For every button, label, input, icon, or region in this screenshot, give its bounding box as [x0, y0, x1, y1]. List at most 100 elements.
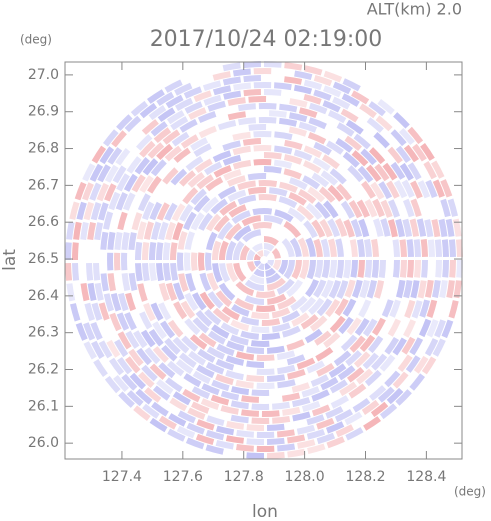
echo-cell	[441, 319, 454, 339]
echo-cell	[215, 290, 233, 308]
echo-cell	[232, 68, 251, 77]
echo-cell	[128, 272, 138, 291]
echo-cell	[247, 261, 257, 272]
echo-cell	[305, 237, 316, 257]
echo-cell	[293, 149, 313, 162]
echo-cell	[243, 89, 261, 97]
echo-cell	[93, 263, 101, 281]
echo-cell	[287, 207, 306, 223]
echo-cell	[277, 429, 295, 438]
echo-cell	[213, 165, 232, 178]
echo-cell	[346, 317, 362, 336]
echo-cell	[206, 272, 219, 292]
echo-cell	[205, 444, 224, 455]
echo-cell	[342, 151, 360, 168]
echo-cell	[420, 143, 435, 161]
echo-cell	[314, 330, 332, 346]
echo-cell	[283, 154, 303, 165]
echo-cell	[416, 218, 427, 237]
echo-cell	[225, 355, 245, 366]
echo-cell	[349, 239, 358, 257]
echo-cell	[409, 218, 420, 237]
echo-cell	[222, 62, 241, 72]
echo-cell	[446, 280, 455, 299]
echo-cell	[66, 221, 75, 240]
echo-cell	[294, 70, 313, 80]
echo-cell	[417, 180, 431, 199]
echo-cell	[353, 351, 371, 368]
echo-cell	[98, 302, 110, 321]
echo-cell	[83, 322, 96, 341]
echo-cell	[175, 97, 194, 111]
echo-cell	[369, 385, 387, 401]
echo-cell	[83, 341, 97, 360]
echo-cell	[267, 437, 285, 445]
echo-cell	[237, 103, 256, 112]
echo-cell	[217, 221, 233, 240]
echo-cell	[382, 162, 398, 181]
echo-cell	[426, 299, 438, 318]
echo-cell	[178, 273, 189, 292]
echo-cell	[222, 76, 241, 86]
echo-cell	[413, 355, 429, 374]
echo-cell	[170, 263, 179, 281]
echo-cell	[121, 273, 131, 292]
echo-cell	[292, 397, 311, 408]
echo-cell	[227, 189, 247, 202]
echo-cell	[202, 80, 222, 91]
echo-cell	[91, 145, 107, 164]
echo-cell	[236, 429, 254, 438]
echo-cell	[118, 292, 129, 312]
echo-cell	[211, 324, 230, 339]
echo-cell	[442, 260, 450, 278]
echo-cell	[296, 204, 314, 221]
echo-cell	[153, 127, 172, 143]
echo-cell	[267, 374, 286, 382]
echo-cell	[276, 350, 296, 361]
echo-cell	[142, 403, 160, 419]
echo-cell	[334, 298, 349, 317]
echo-cell	[282, 325, 301, 338]
echo-cell	[256, 431, 275, 439]
echo-cell	[253, 67, 272, 75]
y-tick-label: 27.0	[28, 67, 59, 83]
echo-cell	[128, 348, 144, 367]
echo-cell	[371, 238, 379, 257]
echo-cell	[206, 346, 225, 360]
echo-cell	[125, 292, 136, 312]
echo-cell	[281, 310, 301, 324]
echo-cell	[330, 395, 349, 409]
echo-cell	[185, 437, 205, 450]
echo-cell	[217, 120, 237, 131]
echo-cell	[371, 353, 388, 371]
echo-cell	[338, 316, 354, 335]
echo-cell	[149, 363, 167, 380]
echo-cell	[205, 429, 225, 441]
echo-cell	[83, 201, 95, 221]
echo-cell	[241, 215, 261, 227]
echo-cell	[435, 260, 442, 278]
echo-cell	[197, 252, 205, 271]
echo-cell	[170, 116, 189, 131]
echo-cell	[215, 440, 234, 450]
echo-cell	[211, 240, 222, 260]
echo-cell	[148, 329, 164, 347]
echo-cell	[356, 199, 370, 218]
echo-cell	[277, 364, 296, 375]
echo-cell	[452, 218, 462, 237]
echo-cell	[356, 368, 374, 385]
echo-cell	[116, 173, 130, 192]
echo-cell	[236, 444, 254, 452]
echo-cell	[139, 102, 158, 119]
echo-cell	[311, 219, 326, 238]
echo-cell	[314, 201, 331, 219]
echo-cell	[253, 130, 272, 138]
plot-frame	[64, 61, 463, 460]
echo-cell	[114, 231, 123, 250]
echo-cell	[352, 279, 363, 299]
echo-cell	[222, 154, 242, 166]
echo-cell	[307, 132, 327, 145]
echo-cell	[179, 352, 197, 368]
echo-cell	[381, 299, 394, 318]
echo-cell	[277, 443, 296, 452]
